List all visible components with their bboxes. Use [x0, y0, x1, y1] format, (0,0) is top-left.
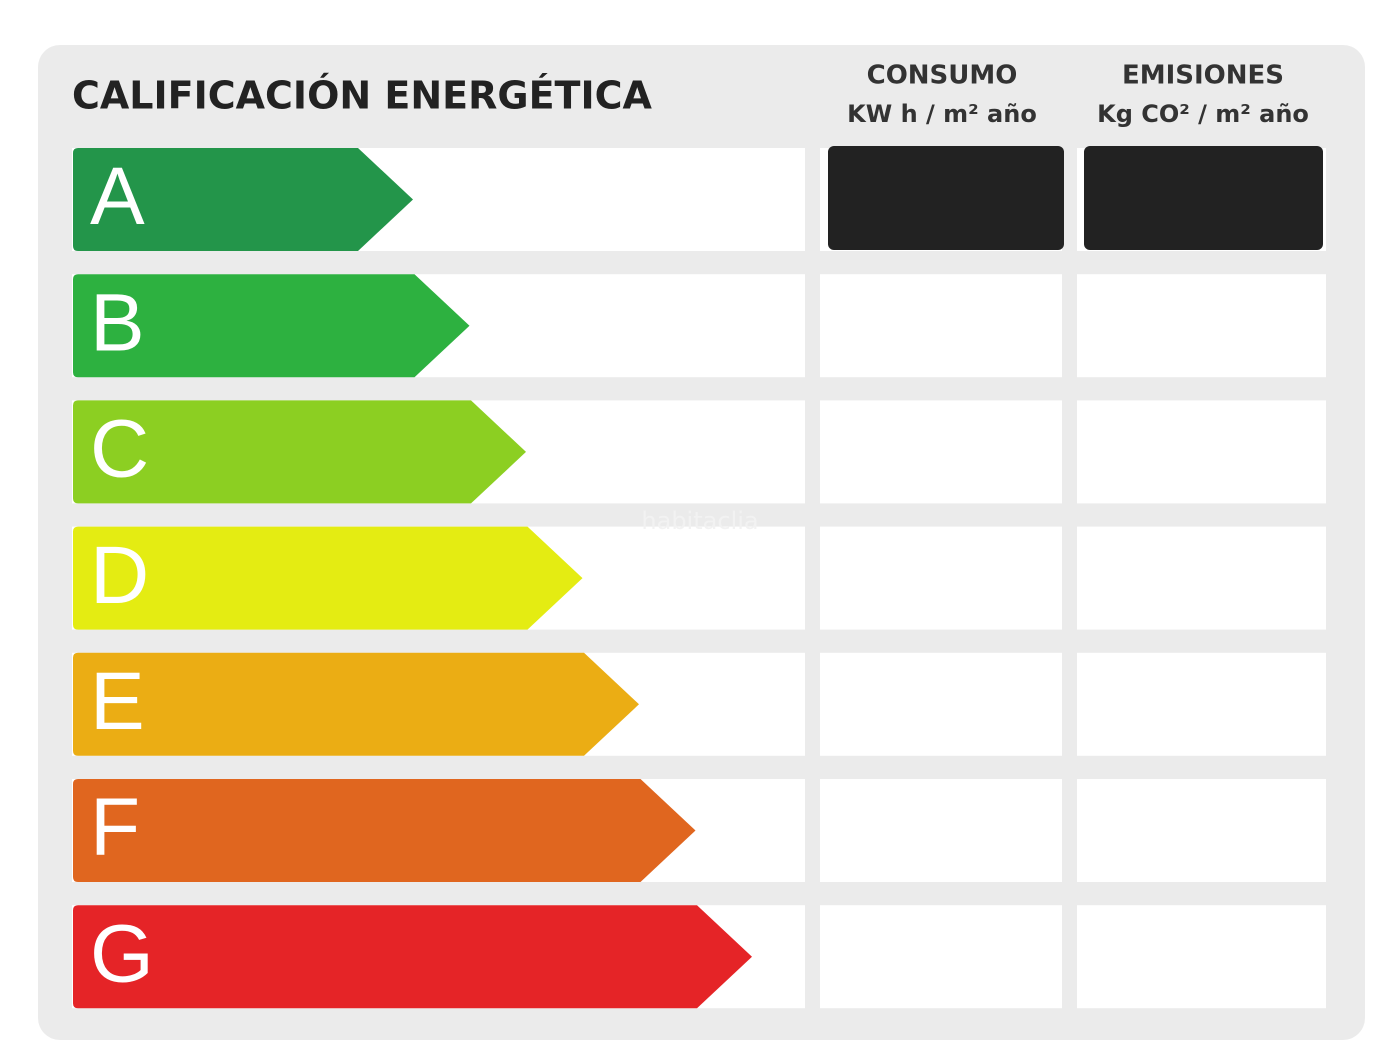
column-title: EMISIONES: [1122, 61, 1284, 91]
cell: [1077, 526, 1326, 630]
watermark: habitaclia: [641, 507, 758, 535]
column-unit: KW h / m² año: [847, 100, 1037, 128]
rating-arrow: [73, 148, 413, 251]
rating-arrow: [73, 526, 583, 630]
cell: [820, 400, 1062, 504]
value-box: [828, 146, 1064, 250]
cell: [1077, 779, 1326, 882]
rating-arrow: [73, 400, 526, 504]
column-title: CONSUMO: [867, 61, 1018, 91]
rating-arrow: [73, 652, 639, 756]
cell: [820, 526, 1062, 630]
value-box: [1084, 146, 1323, 250]
rating-letter: B: [90, 277, 145, 368]
cell: [820, 905, 1062, 1009]
cell: [1077, 274, 1326, 378]
cell: [1077, 905, 1326, 1009]
cell: [820, 274, 1062, 378]
rating-letter: C: [90, 404, 149, 495]
rating-arrow: [73, 779, 696, 882]
rating-arrow: [73, 905, 752, 1009]
cell: [1077, 400, 1326, 504]
rating-letter: E: [90, 656, 145, 747]
rating-letter: F: [90, 782, 140, 873]
title: CALIFICACIÓN ENERGÉTICA: [72, 74, 652, 118]
rating-arrow: [73, 274, 470, 378]
rating-letter: A: [90, 151, 145, 242]
rating-letter: G: [90, 908, 154, 999]
cell: [820, 652, 1062, 756]
cell: [820, 779, 1062, 882]
rating-letter: D: [90, 530, 149, 621]
cell: [1077, 652, 1326, 756]
column-unit: Kg CO² / m² año: [1097, 100, 1309, 128]
